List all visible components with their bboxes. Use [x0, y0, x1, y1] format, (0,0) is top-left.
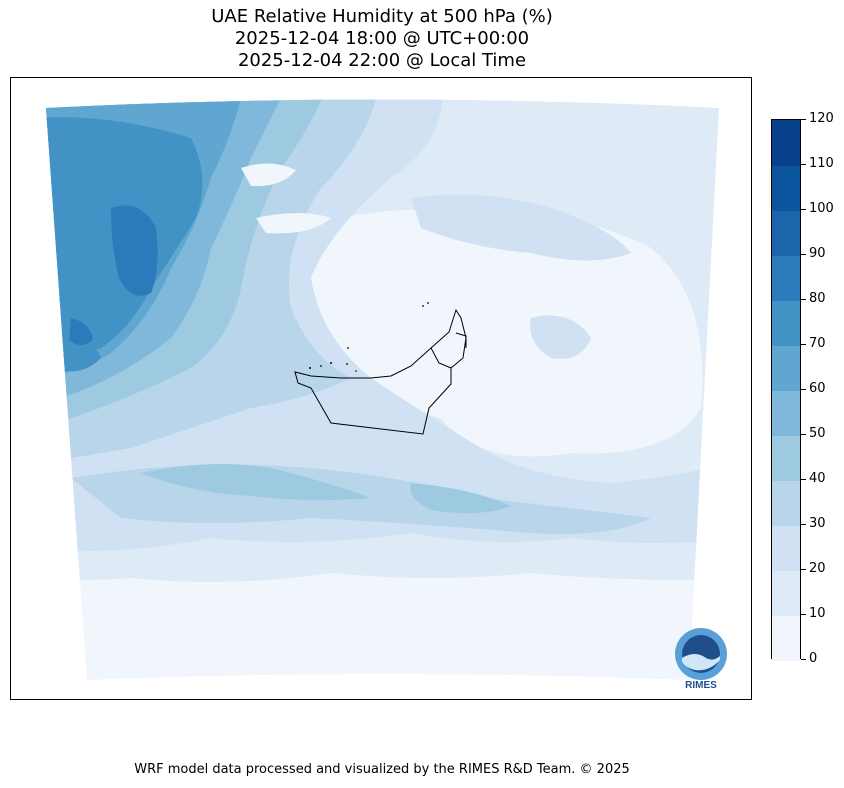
colorbar-tick — [801, 343, 806, 345]
colorbar-segment — [772, 120, 800, 166]
colorbar-tick-label: 20 — [809, 561, 826, 576]
colorbar-tick — [801, 298, 806, 300]
title-line-local-time: 2025-12-04 22:00 @ Local Time — [237, 50, 527, 71]
colorbar-segment — [772, 300, 800, 346]
map-panel: RIMES — [10, 77, 752, 700]
colorbar-tick-label: 0 — [809, 651, 818, 666]
colorbar-segment — [772, 165, 800, 211]
colorbar-tick-label: 80 — [809, 291, 826, 306]
colorbar-tick — [801, 163, 806, 165]
colorbar — [771, 119, 801, 661]
colorbar-segment — [772, 570, 800, 616]
map-title: UAE Relative Humidity at 500 hPa (%) 202… — [0, 6, 764, 72]
colorbar-segment — [772, 255, 800, 301]
rimes-logo-text: RIMES — [685, 680, 717, 691]
uae-boundary — [294, 308, 467, 435]
title-line-variable: UAE Relative Humidity at 500 hPa (%) — [211, 6, 553, 27]
colorbar-tick — [801, 613, 806, 615]
colorbar-tick-label: 60 — [809, 381, 826, 396]
colorbar-segment — [772, 480, 800, 526]
title-line-utc-time: 2025-12-04 18:00 @ UTC+00:00 — [234, 28, 530, 49]
colorbar-segment — [772, 435, 800, 481]
colorbar-tick-label: 30 — [809, 516, 826, 531]
humidity-map: RIMES — [46, 99, 727, 691]
colorbar-tick — [801, 253, 806, 255]
colorbar-tick-label: 50 — [809, 426, 826, 441]
colorbar-tick-label: 40 — [809, 471, 826, 486]
colorbar-tick-label: 70 — [809, 336, 826, 351]
humidity-field — [46, 99, 719, 680]
colorbar-tick — [801, 208, 806, 210]
colorbar-tick-label: 120 — [809, 111, 834, 126]
credit-footer: WRF model data processed and visualized … — [134, 762, 630, 777]
colorbar-segment — [772, 345, 800, 391]
colorbar-tick-label: 110 — [809, 156, 834, 171]
colorbar-segment — [772, 390, 800, 436]
colorbar-tick — [801, 523, 806, 525]
uae-islands — [309, 302, 429, 372]
colorbar-segment — [772, 615, 800, 661]
colorbar-segment — [772, 525, 800, 571]
colorbar-tick — [801, 118, 806, 120]
colorbar-tick-label: 100 — [809, 201, 834, 216]
colorbar-tick-label: 10 — [809, 606, 826, 621]
colorbar-segment — [772, 210, 800, 256]
colorbar-tick — [801, 478, 806, 480]
colorbar-tick — [801, 388, 806, 390]
colorbar-tick — [801, 433, 806, 435]
colorbar-tick — [801, 568, 806, 570]
rimes-logo: RIMES — [675, 628, 727, 691]
colorbar-tick-label: 90 — [809, 246, 826, 261]
colorbar-tick — [801, 658, 806, 660]
